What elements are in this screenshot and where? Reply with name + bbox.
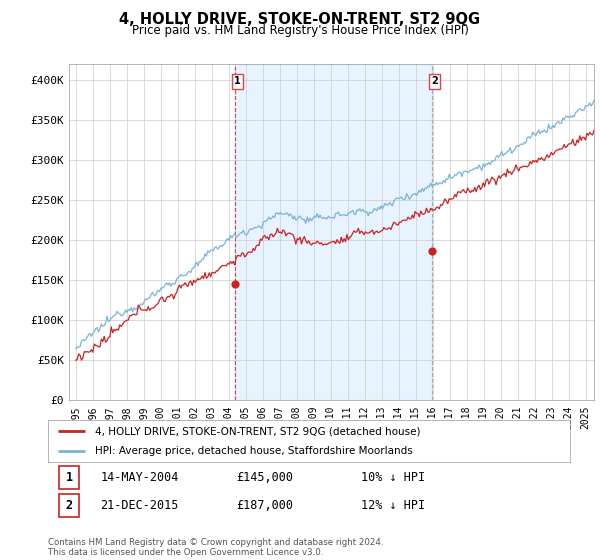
Text: Price paid vs. HM Land Registry's House Price Index (HPI): Price paid vs. HM Land Registry's House … (131, 24, 469, 36)
FancyBboxPatch shape (59, 466, 79, 489)
Text: 10% ↓ HPI: 10% ↓ HPI (361, 471, 425, 484)
Text: £145,000: £145,000 (236, 471, 293, 484)
Text: Contains HM Land Registry data © Crown copyright and database right 2024.
This d: Contains HM Land Registry data © Crown c… (48, 538, 383, 557)
FancyBboxPatch shape (59, 493, 79, 517)
Text: 2: 2 (66, 499, 73, 512)
Text: 4, HOLLY DRIVE, STOKE-ON-TRENT, ST2 9QG: 4, HOLLY DRIVE, STOKE-ON-TRENT, ST2 9QG (119, 12, 481, 27)
Text: 4, HOLLY DRIVE, STOKE-ON-TRENT, ST2 9QG (detached house): 4, HOLLY DRIVE, STOKE-ON-TRENT, ST2 9QG … (95, 426, 421, 436)
Text: 12% ↓ HPI: 12% ↓ HPI (361, 499, 425, 512)
Point (427, 246, 437, 255)
Text: 1: 1 (234, 76, 241, 86)
Text: 2: 2 (431, 76, 438, 86)
Text: HPI: Average price, detached house, Staffordshire Moorlands: HPI: Average price, detached house, Staf… (95, 446, 413, 456)
Text: 1: 1 (66, 471, 73, 484)
Text: 21-DEC-2015: 21-DEC-2015 (100, 499, 179, 512)
Text: £187,000: £187,000 (236, 499, 293, 512)
Bar (235, 64, 432, 400)
Point (230, 280, 240, 289)
Text: 14-MAY-2004: 14-MAY-2004 (100, 471, 179, 484)
